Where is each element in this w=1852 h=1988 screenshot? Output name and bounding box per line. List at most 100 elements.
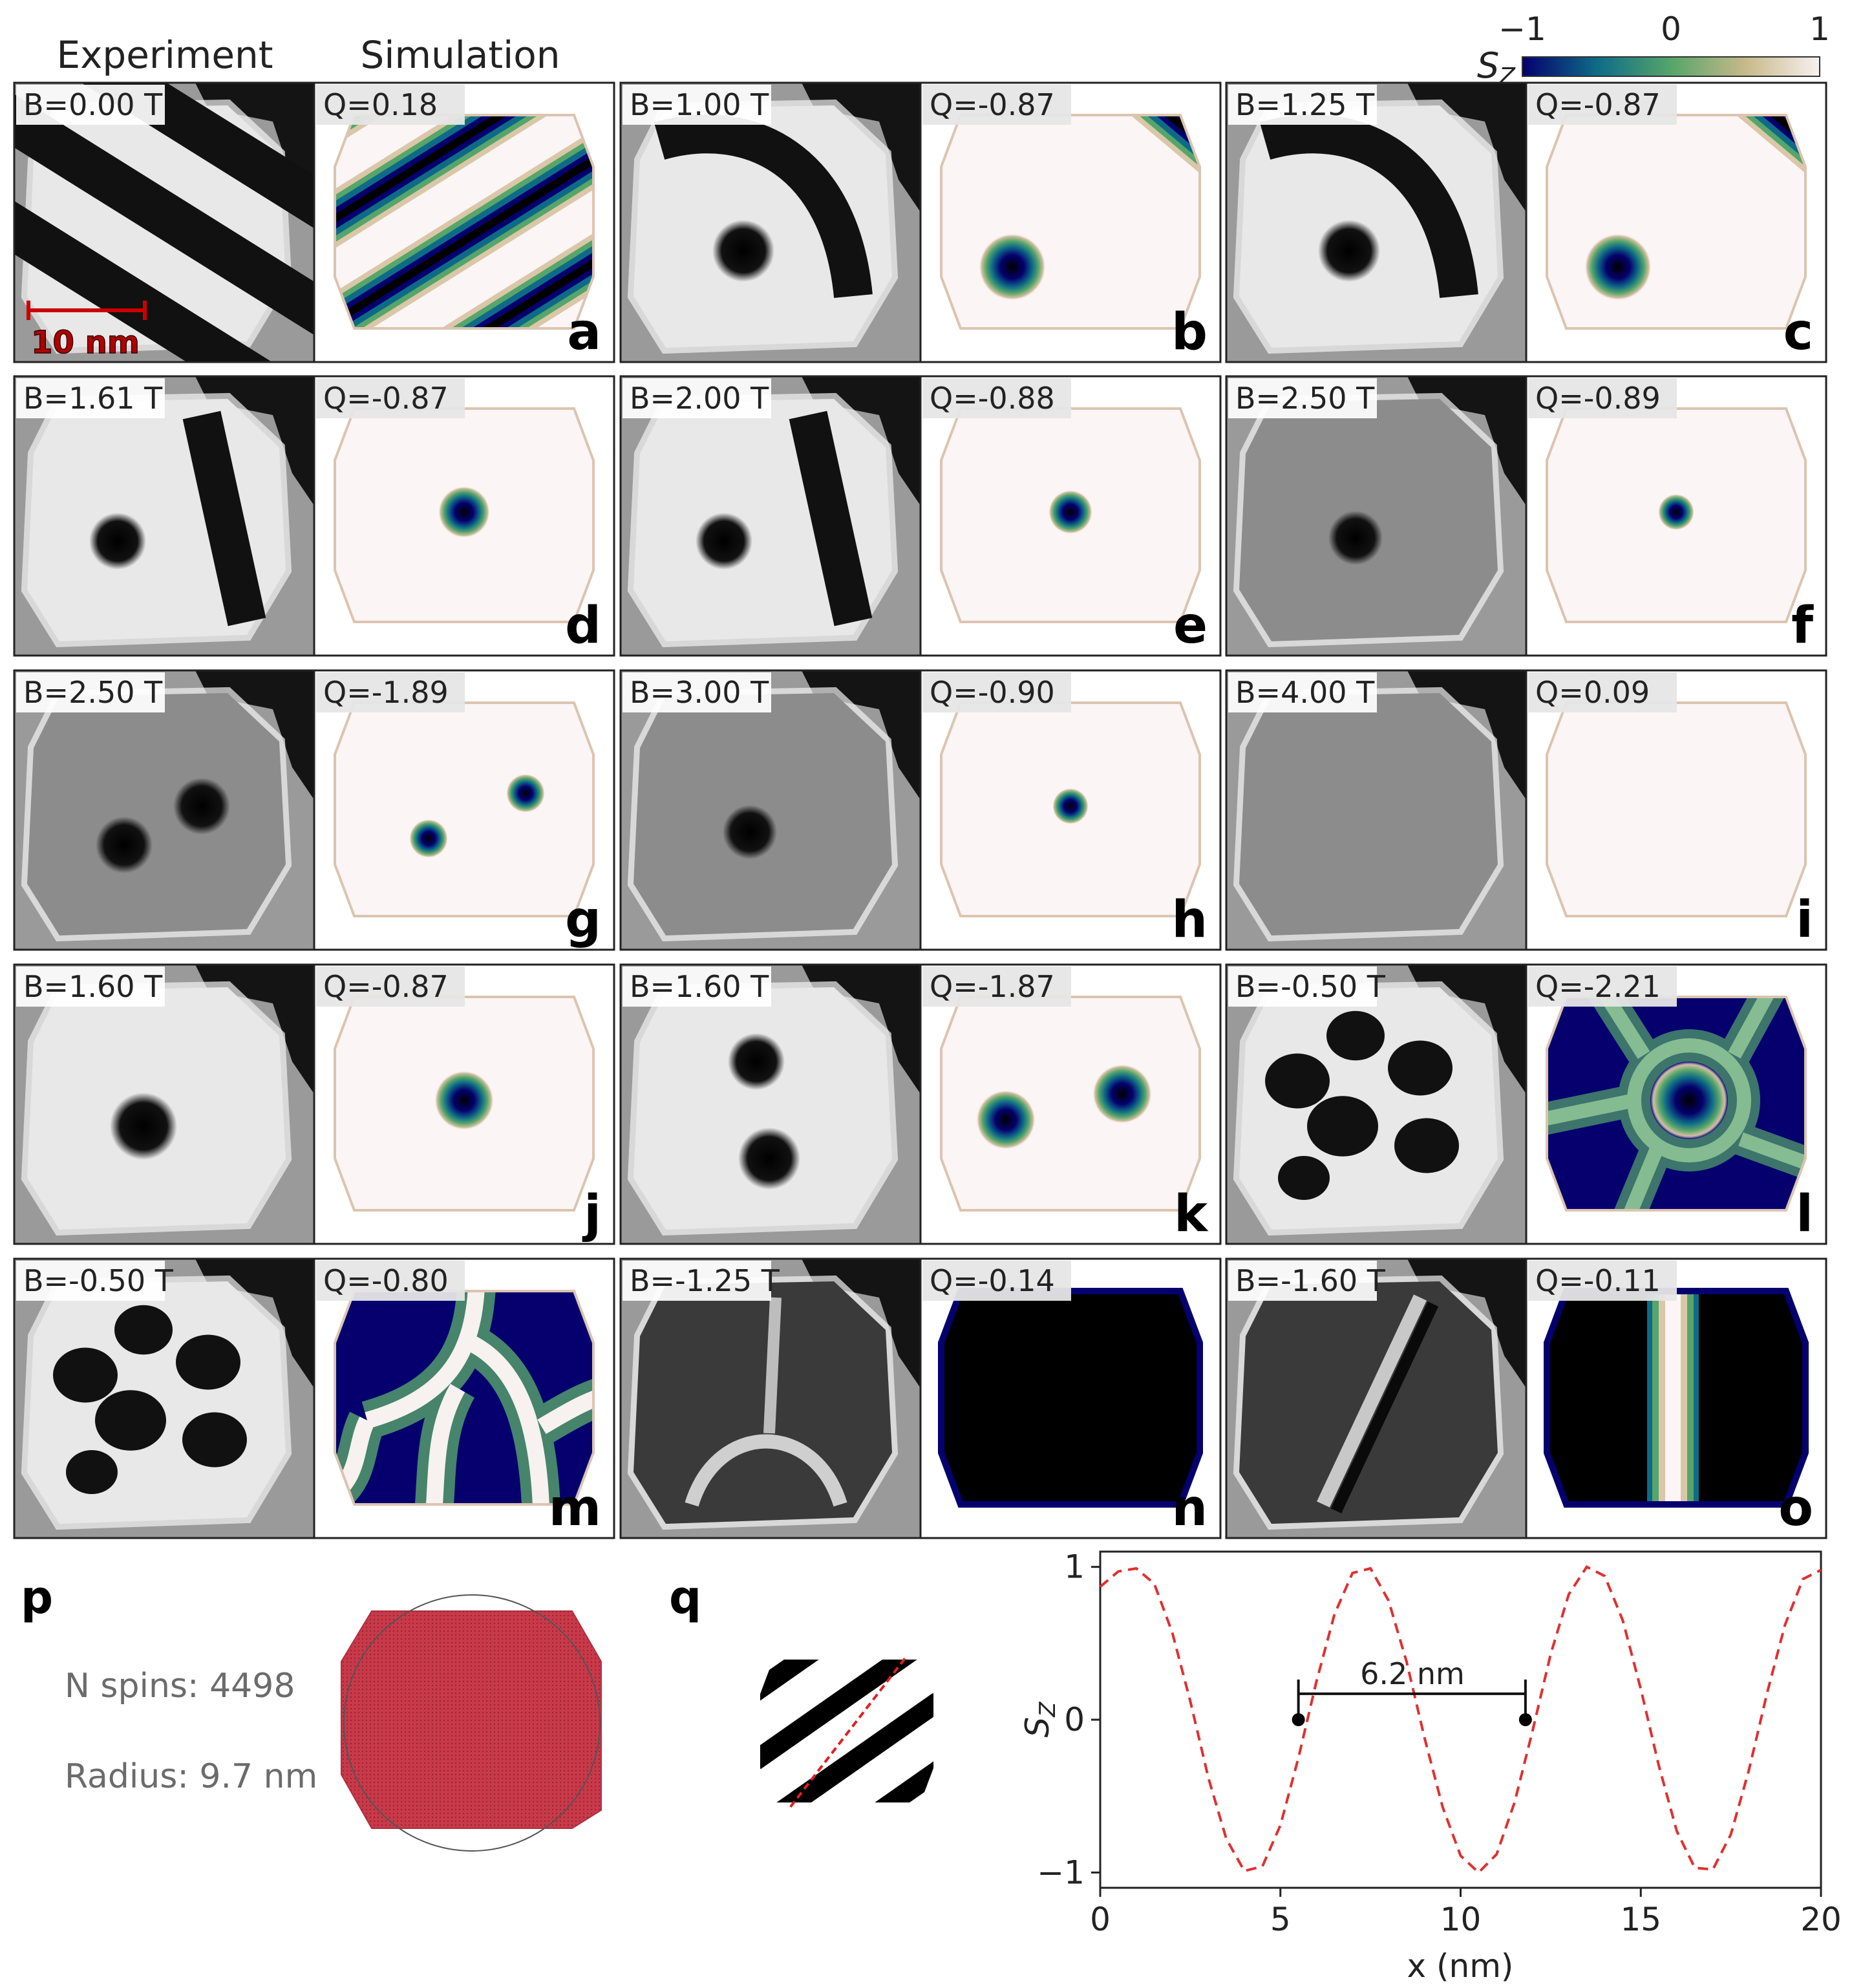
panel-i-simulation-image	[1526, 670, 1826, 950]
panel-q-letter: q	[669, 1571, 701, 1624]
panel-g-simulation-image	[314, 670, 614, 950]
panel-b-charge-label: Q=-0.87	[930, 87, 1055, 122]
panel-i-experiment-image	[1226, 670, 1526, 950]
panel-k-simulation-image	[921, 965, 1220, 1244]
panel-e-charge-label: Q=-0.88	[930, 381, 1055, 416]
panel-f: B=2.50 T Q=-0.89 f	[1225, 375, 1827, 657]
panel-n-simulation-image	[921, 1259, 1220, 1538]
x-axis-label: x (nm)	[1407, 1947, 1514, 1985]
cut-line	[789, 1654, 909, 1808]
y-axis-label: SZ	[1019, 1702, 1061, 1738]
panel-j-simulation-image	[314, 965, 614, 1244]
panel-g: B=2.50 T Q=-1.89 g	[13, 669, 615, 951]
zero-crossing-marker	[1292, 1713, 1305, 1726]
panel-f-letter: f	[1791, 597, 1814, 655]
panel-f-simulation-image	[1526, 376, 1826, 656]
x-tick-label: 20	[1800, 1901, 1842, 1938]
panel-j-letter: j	[582, 1185, 601, 1243]
panel-b-simulation-image	[921, 83, 1220, 362]
colorbar-label: SZ	[1477, 45, 1516, 90]
panel-i-letter: i	[1796, 891, 1813, 949]
panel-o-experiment-image	[1226, 1259, 1526, 1538]
panel-c-letter: c	[1783, 303, 1813, 361]
panel-h-letter: h	[1171, 891, 1208, 949]
panel-d-field-label: B=1.61 T	[23, 381, 163, 416]
panel-c-experiment-image	[1226, 83, 1526, 362]
panel-k-field-label: B=1.60 T	[630, 969, 769, 1004]
x-tick-label: 5	[1270, 1901, 1291, 1938]
panel-c: B=1.25 T Q=-0.87 c	[1225, 81, 1827, 363]
panel-n-experiment-image	[621, 1259, 921, 1538]
y-tick-label: 1	[1064, 1548, 1085, 1586]
panel-o-field-label: B=-1.60 T	[1235, 1263, 1386, 1298]
panel-k-experiment-image	[621, 965, 921, 1244]
scale-bar-label: 10 nm	[31, 325, 140, 361]
panel-l-charge-label: Q=-2.21	[1535, 969, 1661, 1004]
panel-o-charge-label: Q=-0.11	[1535, 1263, 1661, 1298]
panel-l-letter: l	[1796, 1185, 1813, 1243]
panel-k-letter: k	[1174, 1185, 1209, 1243]
sz-profile-chart: x (nm) SZ 6.2 nm 0 5 10 15 20−101	[1019, 1548, 1842, 1985]
panel-d-charge-label: Q=-0.87	[323, 381, 449, 416]
panel-n: B=-1.25 T Q=-0.14 n	[619, 1257, 1222, 1539]
panel-e-simulation-image	[921, 376, 1220, 656]
panel-h-field-label: B=3.00 T	[630, 675, 769, 710]
panel-h-charge-label: Q=-0.90	[930, 675, 1055, 710]
panel-e: B=2.00 T Q=-0.88 e	[619, 375, 1222, 657]
panel-k-charge-label: Q=-1.87	[930, 969, 1055, 1004]
panel-d-experiment-image	[14, 376, 314, 656]
panel-g-experiment-image	[14, 670, 314, 950]
panel-c-field-label: B=1.25 T	[1235, 87, 1375, 122]
panel-j-charge-label: Q=-0.87	[323, 969, 449, 1004]
panel-d-simulation-image	[314, 376, 614, 656]
panel-f-field-label: B=2.50 T	[1235, 381, 1375, 416]
panel-i-field-label: B=4.00 T	[1235, 675, 1375, 710]
panel-p-letter: p	[21, 1571, 53, 1624]
experiment-header: Experiment	[56, 33, 273, 77]
panel-a-field-label: B=0.00 T	[23, 87, 163, 122]
panel-k: B=1.60 T Q=-1.87 k	[619, 963, 1222, 1245]
simulation-header: Simulation	[361, 33, 560, 77]
x-tick-label: 15	[1620, 1901, 1661, 1938]
sz-profile-line	[1099, 1565, 1822, 1875]
panel-m-charge-label: Q=-0.80	[323, 1263, 449, 1298]
panel-g-field-label: B=2.50 T	[23, 675, 163, 710]
n-spins-label: N spins: 4498	[65, 1667, 295, 1705]
panel-l-experiment-image	[1226, 965, 1526, 1244]
panel-q: q	[669, 1571, 934, 1808]
x-tick-label: 10	[1440, 1901, 1482, 1938]
panel-n-charge-label: Q=-0.14	[930, 1263, 1055, 1298]
panel-m-simulation-image	[314, 1259, 614, 1538]
panel-a: B=0.00 T Q=0.18 a 10 nm	[13, 81, 615, 363]
panel-o-simulation-image	[1526, 1259, 1826, 1538]
panel-c-charge-label: Q=-0.87	[1535, 87, 1661, 122]
colorbar-tick-mid: 0	[1661, 10, 1681, 48]
panel-g-charge-label: Q=-1.89	[323, 675, 449, 710]
panel-m-field-label: B=-0.50 T	[23, 1263, 174, 1298]
panel-a-simulation-image	[314, 83, 614, 362]
panel-e-field-label: B=2.00 T	[630, 381, 769, 416]
panel-n-field-label: B=-1.25 T	[630, 1263, 780, 1298]
panel-i: B=4.00 T Q=0.09 i	[1225, 669, 1827, 951]
panel-h: B=3.00 T Q=-0.90 h	[619, 669, 1222, 951]
colorbar-gradient	[1522, 56, 1820, 77]
radius-label: Radius: 9.7 nm	[65, 1757, 317, 1796]
panel-i-charge-label: Q=0.09	[1535, 675, 1650, 710]
panel-n-letter: n	[1171, 1479, 1208, 1537]
panel-b-experiment-image	[621, 83, 921, 362]
panel-e-letter: e	[1173, 597, 1208, 655]
panel-l-field-label: B=-0.50 T	[1235, 969, 1386, 1004]
panel-a-letter: a	[567, 303, 601, 361]
plot-frame	[1099, 1550, 1822, 1889]
panel-f-charge-label: Q=-0.89	[1535, 381, 1661, 416]
lattice-radius-circle	[343, 1594, 601, 1852]
colorbar: SZ −1 0 1	[1477, 10, 1830, 90]
panel-a-experiment-image	[14, 83, 314, 362]
panel-p: p N spins: 4498 Radius: 9.7 nm	[21, 1571, 602, 1852]
zero-crossing-marker	[1518, 1713, 1532, 1726]
panel-j: B=1.60 T Q=-0.87 j	[13, 963, 615, 1245]
panel-j-field-label: B=1.60 T	[23, 969, 163, 1004]
colorbar-tick-max: 1	[1809, 10, 1830, 48]
panel-o-letter: o	[1778, 1479, 1813, 1537]
